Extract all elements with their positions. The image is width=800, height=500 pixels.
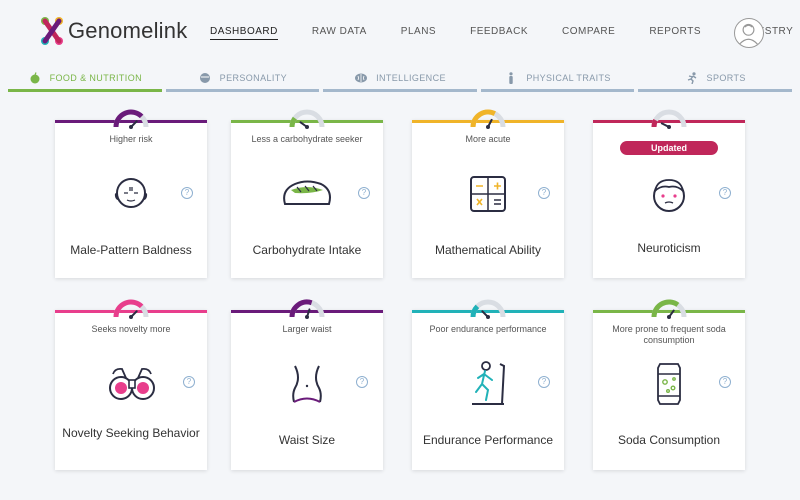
card-accent-bar [231, 120, 383, 123]
trait-card-novelty-seeking[interactable]: Seeks novelty more ? Novelty Seeking Beh… [55, 299, 207, 470]
gauge-icon [651, 299, 687, 319]
trait-card-endurance-performance[interactable]: Poor endurance performance ? Endurance P… [412, 299, 564, 470]
updated-badge: Updated [620, 141, 718, 155]
calculator-icon [470, 176, 506, 212]
user-avatar[interactable] [734, 18, 764, 48]
bald-head-icon [114, 178, 148, 208]
trait-result: Higher risk [109, 134, 153, 144]
binoculars-icon [109, 367, 155, 400]
brand-name: Genomelink [68, 18, 188, 43]
trait-result: Seeks novelty more [91, 324, 171, 334]
trait-title: Waist Size [278, 433, 336, 447]
treadmill-runner-icon [472, 361, 506, 405]
trait-result: Larger waist [282, 324, 332, 334]
nav-dashboard[interactable]: DASHBOARD [210, 26, 278, 40]
tab-label: PHYSICAL TRAITS [526, 72, 611, 83]
trait-card-carbohydrate-intake[interactable]: Less a carbohydrate seeker ? Carbohydrat… [231, 109, 383, 278]
tab-personality[interactable]: PERSONALITY [165, 66, 320, 92]
tab-label: PERSONALITY [219, 72, 288, 83]
nav-compare[interactable]: COMPARE [562, 26, 616, 37]
gauge-icon [113, 299, 149, 319]
gauge-icon [289, 109, 325, 129]
help-icon[interactable]: ? [538, 187, 550, 199]
tab-label: INTELLIGENCE [376, 72, 446, 83]
person-icon [509, 71, 514, 84]
trait-result: More acute [465, 134, 511, 144]
help-icon[interactable]: ? [183, 376, 195, 388]
bread-icon [283, 180, 331, 205]
trait-title: Neuroticism [637, 241, 701, 255]
tab-intelligence[interactable]: INTELLIGENCE [323, 66, 477, 92]
help-icon[interactable]: ? [719, 187, 731, 199]
nav-raw-data[interactable]: RAW DATA [311, 26, 367, 37]
category-tabs: FOOD & NUTRITION PERSONALITY INTELLIGENC… [8, 66, 792, 92]
help-icon[interactable]: ? [356, 376, 368, 388]
trait-card-waist-size[interactable]: Larger waist ? Waist Size [231, 299, 383, 470]
trait-title: Male-Pattern Baldness [70, 243, 192, 257]
card-accent-bar [55, 310, 207, 313]
nav-plans[interactable]: PLANS [400, 26, 437, 37]
help-icon[interactable]: ? [181, 187, 193, 199]
trait-title: Carbohydrate Intake [252, 243, 362, 257]
gauge-icon [470, 109, 506, 129]
trait-title: Mathematical Ability [434, 243, 542, 257]
trait-card-neuroticism[interactable]: Updated ? Neuroticism [593, 109, 745, 278]
waist-icon [292, 365, 322, 403]
gauge-icon [651, 109, 687, 129]
trait-result: Less a carbohydrate seeker [251, 134, 363, 144]
soda-can-icon [657, 363, 681, 405]
help-icon[interactable]: ? [358, 187, 370, 199]
card-accent-bar [412, 310, 564, 313]
gauge-icon [289, 299, 325, 319]
avatar-face-icon [739, 23, 758, 45]
genomelink-logo-icon [41, 17, 63, 45]
runner-icon [687, 71, 696, 84]
tab-physical-traits[interactable]: PHYSICAL TRAITS [480, 66, 635, 92]
trait-title: Soda Consumption [617, 433, 721, 447]
brand-logo[interactable]: Genomelink [40, 16, 187, 46]
card-accent-bar [55, 120, 207, 123]
tab-sports[interactable]: SPORTS [638, 66, 792, 92]
face-icon [653, 179, 685, 212]
tab-label: FOOD & NUTRITION [49, 72, 142, 83]
main-nav: DASHBOARD RAW DATA PLANS FEEDBACK COMPAR… [210, 26, 800, 40]
gauge-icon [470, 299, 506, 319]
nav-feedback[interactable]: FEEDBACK [470, 26, 528, 37]
card-accent-bar [593, 120, 745, 123]
trait-card-mathematical-ability[interactable]: More acute ? Mathematical Ability [412, 109, 564, 278]
help-icon[interactable]: ? [538, 376, 550, 388]
tab-label: SPORTS [706, 72, 746, 83]
help-icon[interactable]: ? [719, 376, 731, 388]
brain-icon [355, 73, 368, 82]
trait-result: More prone to frequent soda consumption [612, 324, 726, 345]
trait-title: Novelty Seeking Behavior [62, 426, 200, 440]
face-icon [199, 72, 210, 83]
trait-card-soda-consumption[interactable]: More prone to frequent soda consumption … [593, 299, 745, 470]
nav-reports[interactable]: REPORTS [649, 26, 701, 37]
trait-result: Poor endurance performance [429, 324, 547, 334]
header: Genomelink DASHBOARD RAW DATA PLANS FEED… [0, 0, 800, 64]
gauge-icon [113, 109, 149, 129]
card-accent-bar [231, 310, 383, 313]
apple-icon [30, 71, 40, 83]
card-accent-bar [412, 120, 564, 123]
tab-food-nutrition[interactable]: FOOD & NUTRITION [8, 66, 162, 92]
card-accent-bar [593, 310, 745, 313]
trait-card-male-pattern-baldness[interactable]: Higher risk ? Male-Pattern Baldness [55, 109, 207, 278]
trait-title: Endurance Performance [422, 433, 554, 447]
